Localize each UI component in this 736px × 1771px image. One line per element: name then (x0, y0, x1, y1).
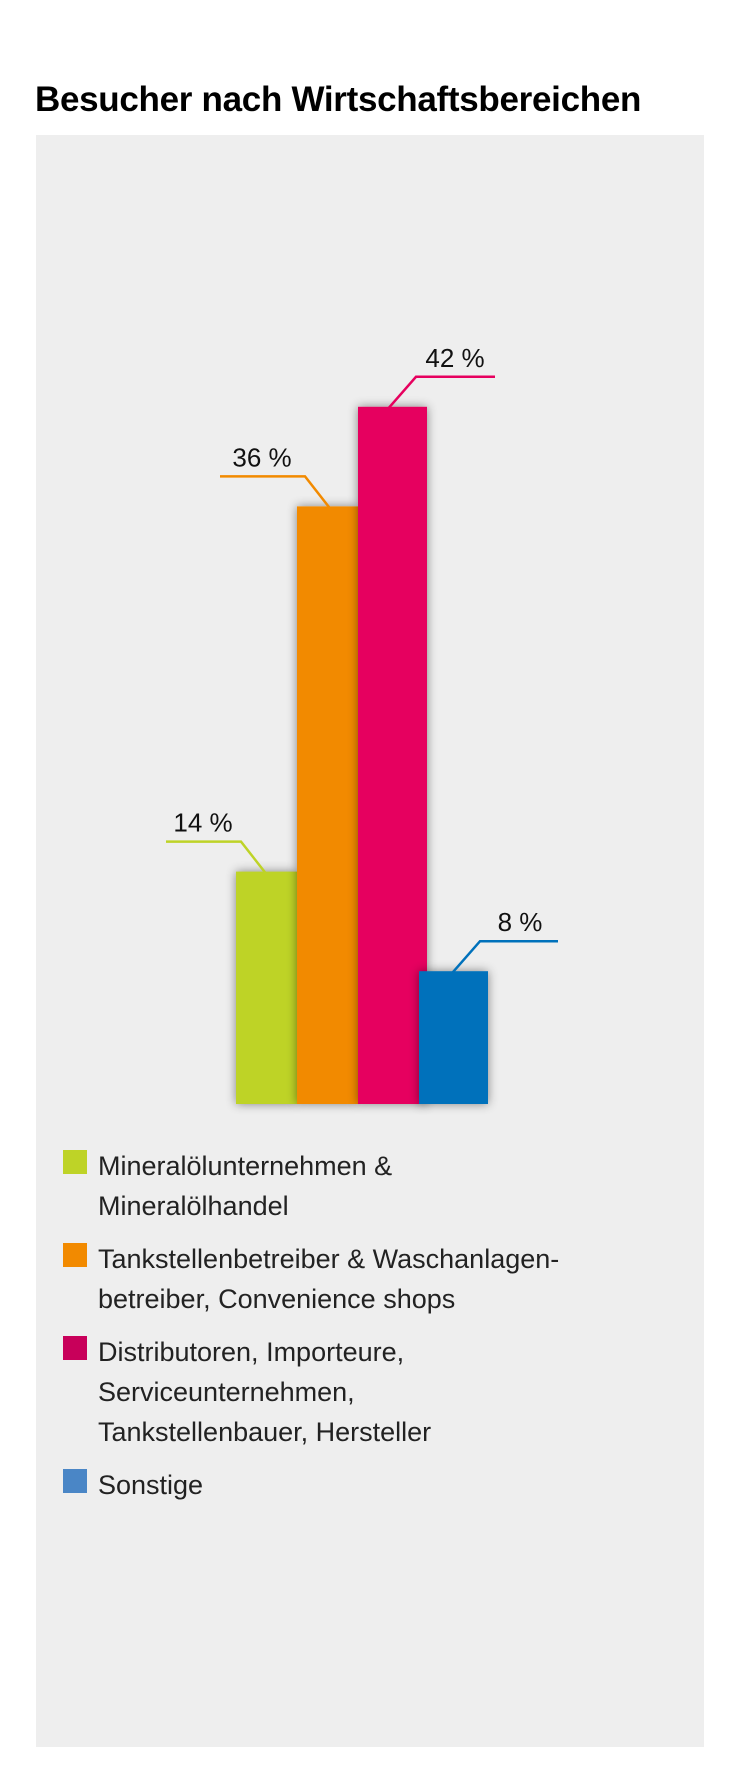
legend-swatch (63, 1150, 87, 1174)
legend-item: Sonstige (63, 1465, 683, 1505)
bar-value-label: 36 % (232, 442, 291, 472)
data-label-leader-line (452, 941, 558, 973)
bar (358, 407, 427, 1104)
legend-item: Mineralölunternehmen & Mineralölhandel (63, 1146, 683, 1226)
bar-value-label: 42 % (425, 343, 484, 373)
bar (419, 971, 488, 1104)
legend-item: Distributoren, Importeure, Serviceuntern… (63, 1332, 683, 1452)
legend-swatch (63, 1469, 87, 1493)
legend-swatch (63, 1336, 87, 1360)
bar-value-label: 14 % (173, 808, 232, 838)
legend-item: Tankstellenbetreiber & Waschanlagen- bet… (63, 1239, 683, 1319)
bar (297, 506, 358, 1104)
legend-label: Distributoren, Importeure, Serviceuntern… (98, 1332, 683, 1452)
legend-label: Mineralölunternehmen & Mineralölhandel (98, 1146, 683, 1226)
bar (236, 872, 297, 1104)
data-label-leader-line (220, 476, 330, 508)
data-label-leader-line (166, 842, 266, 874)
legend-label: Tankstellenbetreiber & Waschanlagen- bet… (98, 1239, 683, 1319)
bar-value-label: 8 % (498, 907, 543, 937)
chart-legend: Mineralölunternehmen & Mineralölhandel T… (63, 1146, 683, 1518)
legend-label: Sonstige (98, 1465, 683, 1505)
legend-swatch (63, 1243, 87, 1267)
data-label-leader-line (388, 377, 495, 409)
